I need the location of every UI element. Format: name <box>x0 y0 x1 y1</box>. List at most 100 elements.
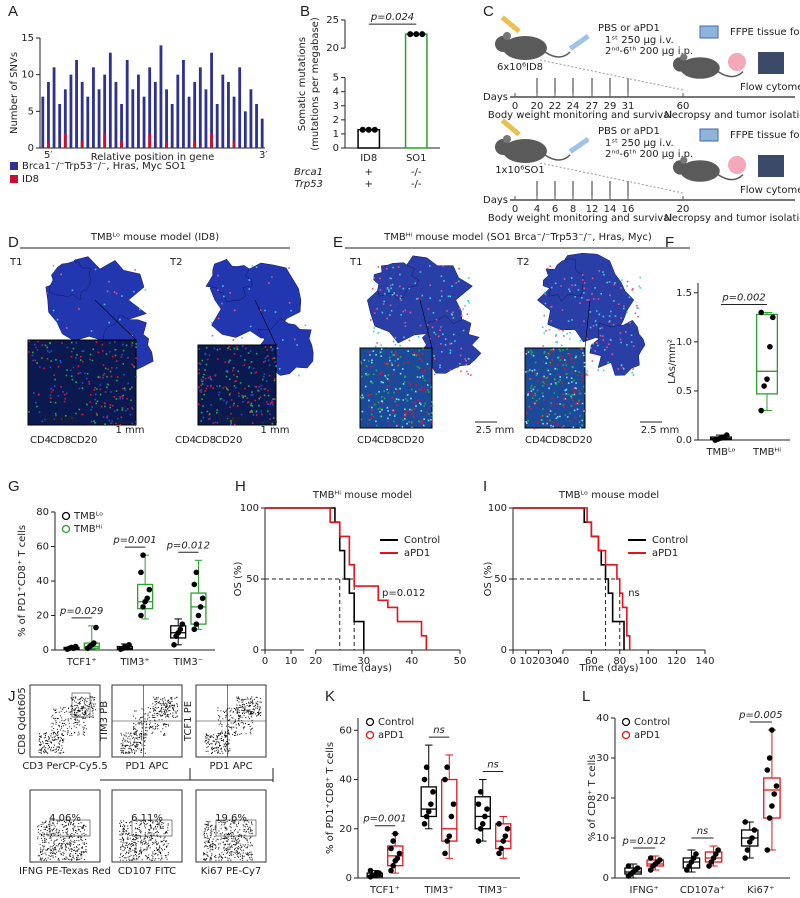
y-tick-label: 0 <box>28 143 34 154</box>
data-point <box>388 867 394 874</box>
bar <box>47 140 50 148</box>
bar <box>103 133 107 148</box>
y-tick-label: 60 <box>339 725 352 736</box>
data-point <box>444 764 450 771</box>
data-point <box>140 552 146 558</box>
data-point <box>388 845 394 852</box>
data-point <box>766 755 773 761</box>
data-point <box>430 789 436 795</box>
mouse-body <box>680 57 720 79</box>
x-tick-label: TMBᴸᵒ <box>705 447 735 458</box>
inset-scale: 100μm <box>212 414 247 425</box>
day-label: 0 <box>512 204 518 215</box>
mouse-body <box>503 36 547 60</box>
data-point <box>502 833 509 839</box>
y-tick-label: 20 <box>36 611 49 622</box>
x-tick-label: 50 <box>454 656 467 667</box>
inset-link <box>94 299 137 341</box>
scale-label: 2.5 mm <box>476 425 515 436</box>
bar <box>204 89 208 148</box>
x-tick-label: IFNG⁺ <box>630 885 659 896</box>
bar <box>221 74 225 148</box>
panel-letter: D <box>8 234 19 251</box>
data-point <box>421 821 428 827</box>
y-tick-label: 1 <box>333 129 339 140</box>
treatment: PBS or aPD1 <box>598 23 660 34</box>
syringe <box>500 118 521 137</box>
mouse-head <box>673 57 688 72</box>
y-tick-label: 40 <box>36 576 49 587</box>
data-point <box>191 626 198 633</box>
stain-signal <box>366 350 433 428</box>
panel-letter: K <box>325 688 335 705</box>
x-axis-label: Time (days) <box>332 663 392 674</box>
x-start-label: 5′ <box>44 150 53 161</box>
data-point <box>751 827 758 833</box>
legend-label: Brca1⁻/⁻Trp53⁻/⁻, Hras, Myc SO1 <box>22 161 186 172</box>
day-label: 8 <box>570 204 576 215</box>
stain-label: CD4 <box>525 435 546 446</box>
data-point <box>477 825 484 832</box>
data-point <box>444 838 450 844</box>
x-tick-label: SO1 <box>406 153 427 164</box>
x-tick-label: TIM3⁺ <box>119 657 149 668</box>
bar <box>176 74 180 148</box>
data-point <box>407 31 414 38</box>
data-point <box>475 801 482 807</box>
data-point <box>766 815 773 821</box>
p-value: ns <box>697 826 709 837</box>
genotype-value: + <box>365 179 373 190</box>
legend-swatch <box>61 524 71 534</box>
y-tick-label: 0 <box>333 143 339 154</box>
bar <box>193 140 197 148</box>
y-tick-label: 5 <box>333 73 339 84</box>
y-tick-label: 50 <box>494 574 507 585</box>
y-tick-label: 40 <box>596 713 609 724</box>
tumor <box>728 156 746 174</box>
legend-swatch <box>10 162 18 170</box>
bar <box>249 89 253 148</box>
bar <box>63 133 67 148</box>
data-point <box>767 343 773 350</box>
syringe <box>568 137 590 154</box>
bar <box>97 89 101 148</box>
data-point <box>390 862 396 869</box>
panel-letter: B <box>300 3 310 20</box>
panel-letter: F <box>665 234 674 251</box>
gate <box>215 819 257 837</box>
data-point <box>625 863 632 869</box>
day-label: 16 <box>622 204 635 215</box>
data-point <box>191 581 198 588</box>
syringe <box>568 34 590 51</box>
endpoint-label: Necropsy and tumor isolation <box>664 110 800 121</box>
x-tick-label: 120 <box>667 656 686 667</box>
flow-plot <box>29 684 101 758</box>
y-tick-label: 100 <box>488 503 507 514</box>
legend-swatch <box>621 717 631 727</box>
mouse-ear <box>503 135 511 143</box>
x-tick-label: TIM3⁻ <box>477 885 507 896</box>
p-value: p=0.029 <box>59 606 103 617</box>
bar <box>165 89 168 148</box>
sample-label: T2 <box>516 257 529 268</box>
y-tick-label: 20 <box>596 793 609 804</box>
data-point <box>479 821 486 827</box>
bar <box>63 89 67 148</box>
x-tick-label: ID8 <box>360 153 377 164</box>
dose: 1ˢᵗ 250 μg i.v. <box>605 35 674 46</box>
data-point <box>423 813 430 820</box>
p-value: p=0.012 <box>621 836 665 847</box>
day-label: 4 <box>534 204 540 215</box>
data-point <box>179 621 186 627</box>
bar <box>86 96 90 148</box>
bar <box>215 104 219 148</box>
bar <box>148 67 152 148</box>
x-tick-label: 40 <box>406 656 419 667</box>
x-tick-label: 10 <box>285 656 298 667</box>
bar <box>75 60 78 148</box>
mouse-tail <box>717 70 744 78</box>
y-tick-label: 0 <box>253 645 259 656</box>
stain-label: CD8 <box>50 435 71 446</box>
legend-swatch <box>365 730 375 740</box>
p-value: p=0.001 <box>112 535 156 546</box>
